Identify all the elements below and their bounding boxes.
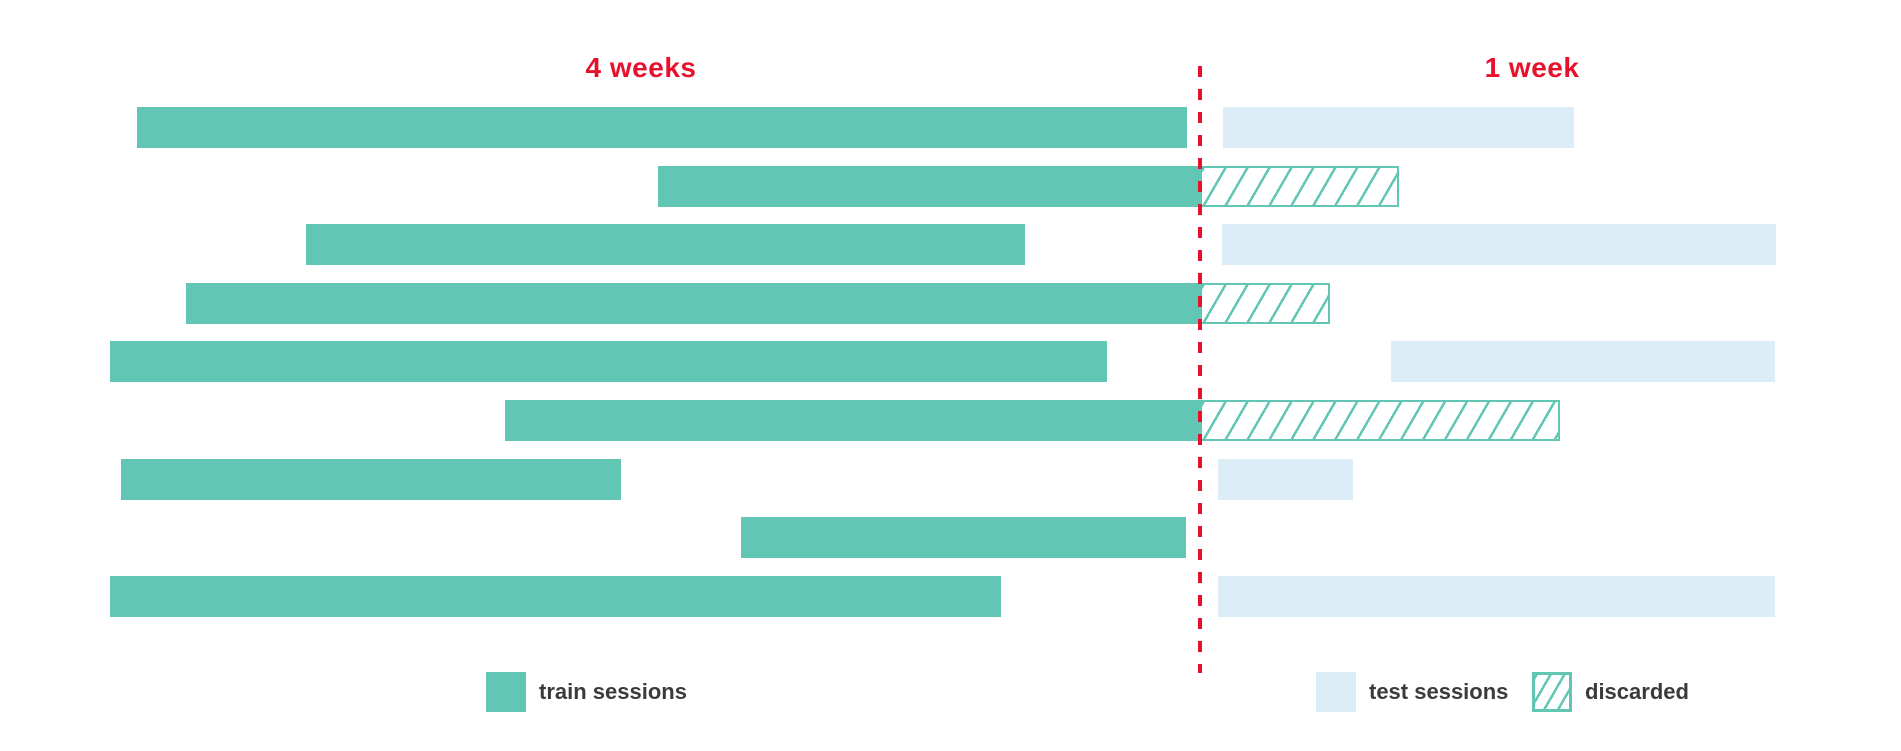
- test-period-label: 1 week: [1484, 52, 1580, 83]
- train-bar: [658, 165, 1200, 207]
- test-bar: [1222, 224, 1776, 266]
- train-bar: [186, 282, 1200, 324]
- legend-item-discarded: discarded: [1532, 672, 1689, 712]
- discarded-bar: [1200, 282, 1330, 324]
- legend-item-test: test sessions: [1316, 672, 1508, 712]
- discarded-bar: [1200, 400, 1560, 441]
- train-bar: [741, 517, 1186, 559]
- test-bar: [1218, 458, 1353, 500]
- legend-label-discarded: discarded: [1585, 679, 1689, 704]
- legend-item-train: train sessions: [486, 672, 687, 712]
- discarded-bar: [1200, 165, 1399, 207]
- train-bar: [110, 341, 1107, 383]
- train-bar: [306, 224, 1025, 266]
- train-bar: [121, 458, 621, 500]
- train-period-label: 4 weeks: [585, 52, 697, 83]
- discarded-swatch: [1532, 672, 1572, 712]
- legend-label-test: test sessions: [1369, 679, 1509, 704]
- test-swatch: [1316, 672, 1356, 712]
- train-bar: [137, 107, 1187, 148]
- cutoff-dashed-line: [1198, 66, 1202, 673]
- legend-label-train: train sessions: [539, 679, 687, 704]
- train-bar: [505, 400, 1200, 441]
- train-swatch: [486, 672, 526, 712]
- test-bar: [1391, 341, 1775, 383]
- test-bar: [1218, 575, 1775, 617]
- train-bar: [110, 575, 1001, 617]
- test-bar: [1223, 107, 1574, 148]
